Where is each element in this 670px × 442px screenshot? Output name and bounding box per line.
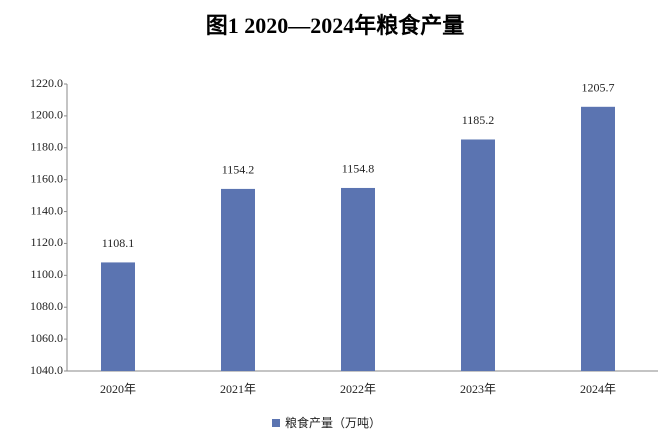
- x-tick-label: 2024年: [580, 382, 616, 396]
- x-tick-label: 2023年: [460, 382, 496, 396]
- legend-swatch: [272, 419, 280, 427]
- chart-title: 图1 2020—2024年粮食产量: [206, 13, 465, 38]
- value-label: 1154.8: [342, 162, 375, 176]
- y-tick-label: 1100.0: [30, 267, 63, 281]
- x-tick-label: 2021年: [220, 382, 256, 396]
- value-label: 1154.2: [222, 163, 255, 177]
- value-label: 1108.1: [102, 236, 135, 250]
- value-label: 1185.2: [462, 113, 495, 127]
- x-tick-label: 2022年: [340, 382, 376, 396]
- y-tick-label: 1160.0: [30, 171, 63, 185]
- x-tick-label: 2020年: [100, 382, 136, 396]
- bar: [341, 187, 375, 371]
- bar: [461, 139, 495, 371]
- y-tick-label: 1060.0: [30, 331, 63, 345]
- y-tick-label: 1080.0: [30, 299, 63, 313]
- y-tick-label: 1120.0: [30, 235, 63, 249]
- y-tick-label: 1140.0: [30, 203, 63, 217]
- value-label: 1205.7: [582, 81, 615, 95]
- y-tick-label: 1180.0: [30, 140, 63, 154]
- legend-label: 粮食产量（万吨）: [285, 415, 381, 430]
- bar: [221, 188, 255, 371]
- bar: [581, 106, 615, 372]
- bar: [101, 262, 135, 371]
- y-tick-label: 1040.0: [30, 363, 63, 377]
- y-tick-label: 1200.0: [30, 108, 63, 122]
- y-tick-label: 1220.0: [30, 76, 63, 90]
